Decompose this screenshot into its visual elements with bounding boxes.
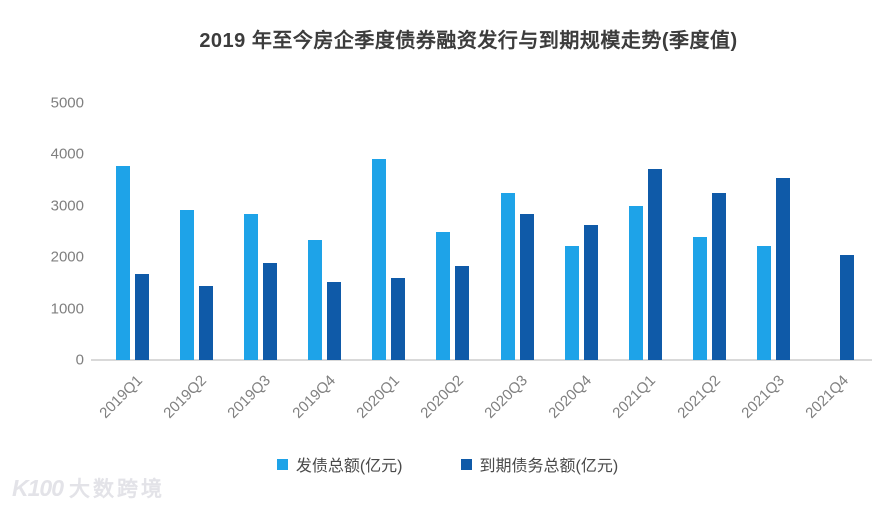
watermark: K100 大数跨境 bbox=[12, 473, 165, 503]
chart-title: 2019 年至今房企季度债券融资发行与到期规模走势(季度值) bbox=[199, 30, 738, 52]
x-tick-label-2021Q2: 2021Q2 bbox=[673, 372, 724, 422]
y-axis: 0 1000 2000 3000 4000 5000 bbox=[22, 95, 84, 369]
issuance-bar-2020Q1 bbox=[372, 158, 387, 360]
x-tick-label-2021Q4: 2021Q4 bbox=[802, 372, 852, 422]
maturity-bar-2021Q3 bbox=[776, 178, 791, 360]
y-tick-label: 0 bbox=[75, 351, 84, 369]
maturity-bar-2021Q2 bbox=[712, 193, 727, 360]
x-tick-label-2020Q2: 2020Q2 bbox=[417, 372, 467, 422]
issuance-bar-2019Q1 bbox=[115, 165, 130, 360]
issuance-bar-2021Q3 bbox=[757, 246, 772, 360]
watermark-brand: 大数跨境 bbox=[68, 478, 165, 501]
issuance-bar-2020Q2 bbox=[436, 232, 451, 360]
x-tick-label-2019Q2: 2019Q2 bbox=[160, 372, 211, 422]
issuance-bar-2021Q2 bbox=[693, 236, 708, 360]
maturity-bar-2021Q1 bbox=[647, 168, 662, 360]
y-tick-label: 2000 bbox=[50, 248, 84, 266]
x-tick-label-2020Q3: 2020Q3 bbox=[481, 372, 532, 422]
maturity-bar-2019Q3 bbox=[262, 262, 277, 360]
maturity-bar-2021Q4 bbox=[840, 254, 855, 360]
x-axis: 2019Q1 2019Q2 2019Q3 2019Q4 2020Q1 2020Q2 2020… bbox=[96, 366, 870, 444]
legend-label-issuance: 发债总额(亿元) bbox=[295, 458, 403, 475]
x-axis-line bbox=[91, 359, 872, 361]
maturity-bar-2019Q2 bbox=[198, 285, 213, 360]
plot-area bbox=[91, 103, 872, 361]
legend: 发债总额(亿元) 到期债务总额(亿元) bbox=[0, 452, 895, 476]
maturity-bar-2020Q2 bbox=[455, 265, 470, 360]
maturity-bar-2019Q1 bbox=[134, 273, 149, 360]
watermark-logo-icon: K100 bbox=[12, 474, 64, 501]
issuance-bar-2020Q3 bbox=[500, 193, 515, 360]
maturity-bar-2020Q3 bbox=[519, 213, 534, 360]
maturity-swatch-icon bbox=[460, 458, 472, 470]
issuance-bar-2019Q2 bbox=[179, 209, 194, 360]
issuance-bar-2020Q4 bbox=[564, 246, 579, 360]
issuance-bar-2019Q3 bbox=[243, 214, 258, 360]
legend-label-maturity: 到期债务总额(亿元) bbox=[479, 458, 619, 475]
x-tick-label-2019Q1: 2019Q1 bbox=[96, 372, 147, 422]
x-tick-label-2021Q3: 2021Q3 bbox=[737, 372, 788, 422]
x-tick-label-2019Q3: 2019Q3 bbox=[224, 372, 275, 422]
maturity-bar-2020Q4 bbox=[583, 224, 598, 360]
issuance-bar-2021Q1 bbox=[628, 205, 643, 360]
x-tick-label-2020Q4: 2020Q4 bbox=[545, 372, 596, 422]
legend-item-maturity: 到期债务总额(亿元) bbox=[460, 452, 619, 476]
maturity-bar-2019Q4 bbox=[327, 281, 342, 360]
issuance-bar-2019Q4 bbox=[308, 239, 323, 360]
y-tick-label: 3000 bbox=[50, 197, 84, 215]
x-tick-label-2021Q1: 2021Q1 bbox=[609, 372, 660, 422]
y-tick-label: 4000 bbox=[50, 145, 84, 163]
x-tick-label-2020Q1: 2020Q1 bbox=[352, 372, 403, 422]
x-tick-label-2019Q4: 2019Q4 bbox=[288, 372, 339, 422]
y-tick-label: 5000 bbox=[50, 94, 84, 112]
maturity-bar-2020Q1 bbox=[391, 278, 406, 360]
legend-item-issuance: 发债总额(亿元) bbox=[276, 452, 403, 476]
y-tick-label: 1000 bbox=[50, 300, 84, 318]
issuance-swatch-icon bbox=[276, 458, 288, 470]
